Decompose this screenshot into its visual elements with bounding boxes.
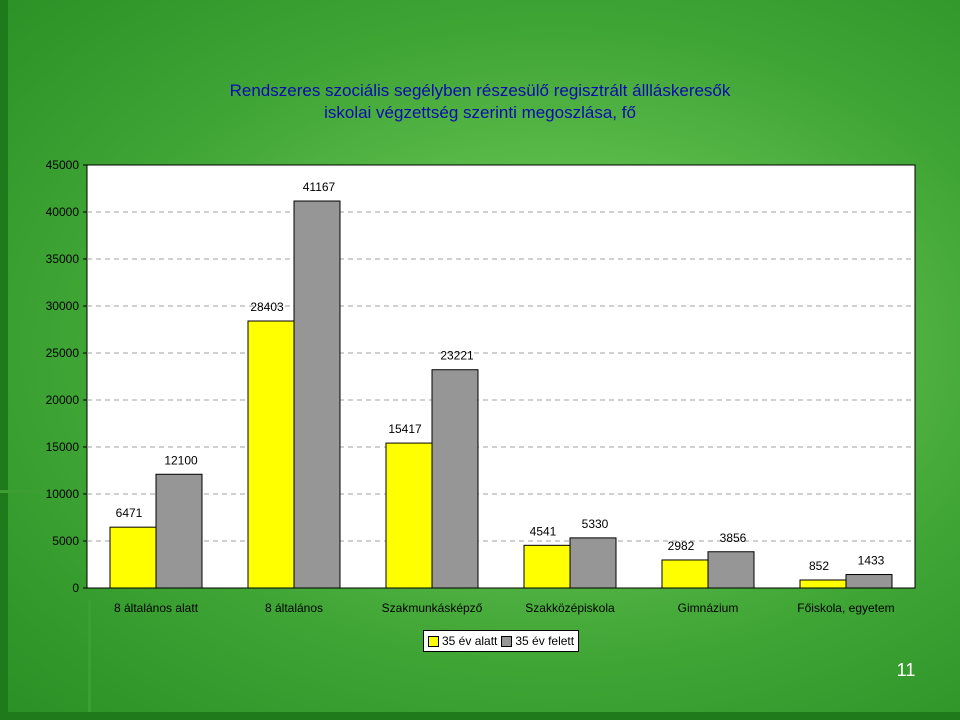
data-label: 6471	[116, 506, 143, 520]
x-tick-label: 8 általános alatt	[114, 601, 199, 615]
chart-title-line-2: iskolai végzettség szerinti megoszlása, …	[324, 103, 636, 122]
legend-item-over-35: 35 év felett	[501, 634, 574, 648]
chart-title: Rendszeres szociális segélyben részesülő…	[120, 80, 840, 124]
legend-label-over-35: 35 év felett	[515, 634, 575, 648]
bar	[707, 551, 755, 589]
bar	[661, 559, 709, 589]
slide-number: 11	[896, 660, 916, 680]
y-tick-label: 10000	[46, 487, 80, 501]
bar	[155, 473, 203, 589]
legend-label-under-35: 35 év alatt	[442, 634, 498, 648]
y-tick-label: 0	[72, 581, 79, 595]
bar	[569, 537, 617, 589]
data-label: 852	[809, 559, 829, 573]
data-label: 1433	[858, 554, 885, 568]
y-tick-label: 40000	[46, 205, 80, 219]
decorative-stripe	[0, 490, 88, 493]
x-tick-label: Gimnázium	[678, 601, 739, 615]
y-tick-label: 15000	[46, 440, 80, 454]
bar	[799, 579, 847, 589]
bar	[293, 200, 341, 589]
chart-legend: 35 év alatt 35 év felett	[423, 630, 580, 652]
data-label: 15417	[388, 422, 422, 436]
data-label: 5330	[582, 517, 609, 531]
x-tick-label: 8 általános	[265, 601, 323, 615]
data-label: 28403	[250, 300, 284, 314]
bar	[385, 442, 433, 589]
data-label: 2982	[668, 539, 695, 553]
y-tick-label: 25000	[46, 346, 80, 360]
bar	[109, 526, 157, 589]
chart-title-line-1: Rendszeres szociális segélyben részesülő…	[229, 81, 731, 100]
bar	[247, 320, 295, 589]
y-tick-label: 20000	[46, 393, 80, 407]
x-tick-label: Főiskola, egyetem	[797, 601, 894, 615]
legend-swatch-yellow	[428, 635, 439, 647]
bar	[523, 544, 571, 589]
data-label: 3856	[720, 531, 747, 545]
decorative-stripe	[88, 600, 91, 712]
data-label: 23221	[440, 349, 474, 363]
bar	[845, 574, 893, 589]
plot-area	[86, 164, 916, 589]
data-label: 12100	[164, 453, 198, 467]
data-label: 41167	[303, 180, 336, 194]
x-tick-label: Szakmunkásképző	[382, 601, 483, 615]
legend-item-under-35: 35 év alatt	[428, 634, 497, 648]
y-tick-label: 5000	[52, 534, 79, 548]
y-tick-label: 30000	[46, 299, 80, 313]
legend-swatch-gray	[501, 635, 513, 647]
bottom-border-band	[0, 712, 960, 720]
data-label: 4541	[530, 524, 557, 538]
x-tick-label: Szakközépiskola	[525, 601, 615, 615]
left-border-band	[0, 0, 8, 720]
bar	[431, 369, 479, 589]
y-tick-label: 35000	[46, 252, 80, 266]
y-tick-label: 45000	[46, 158, 80, 172]
